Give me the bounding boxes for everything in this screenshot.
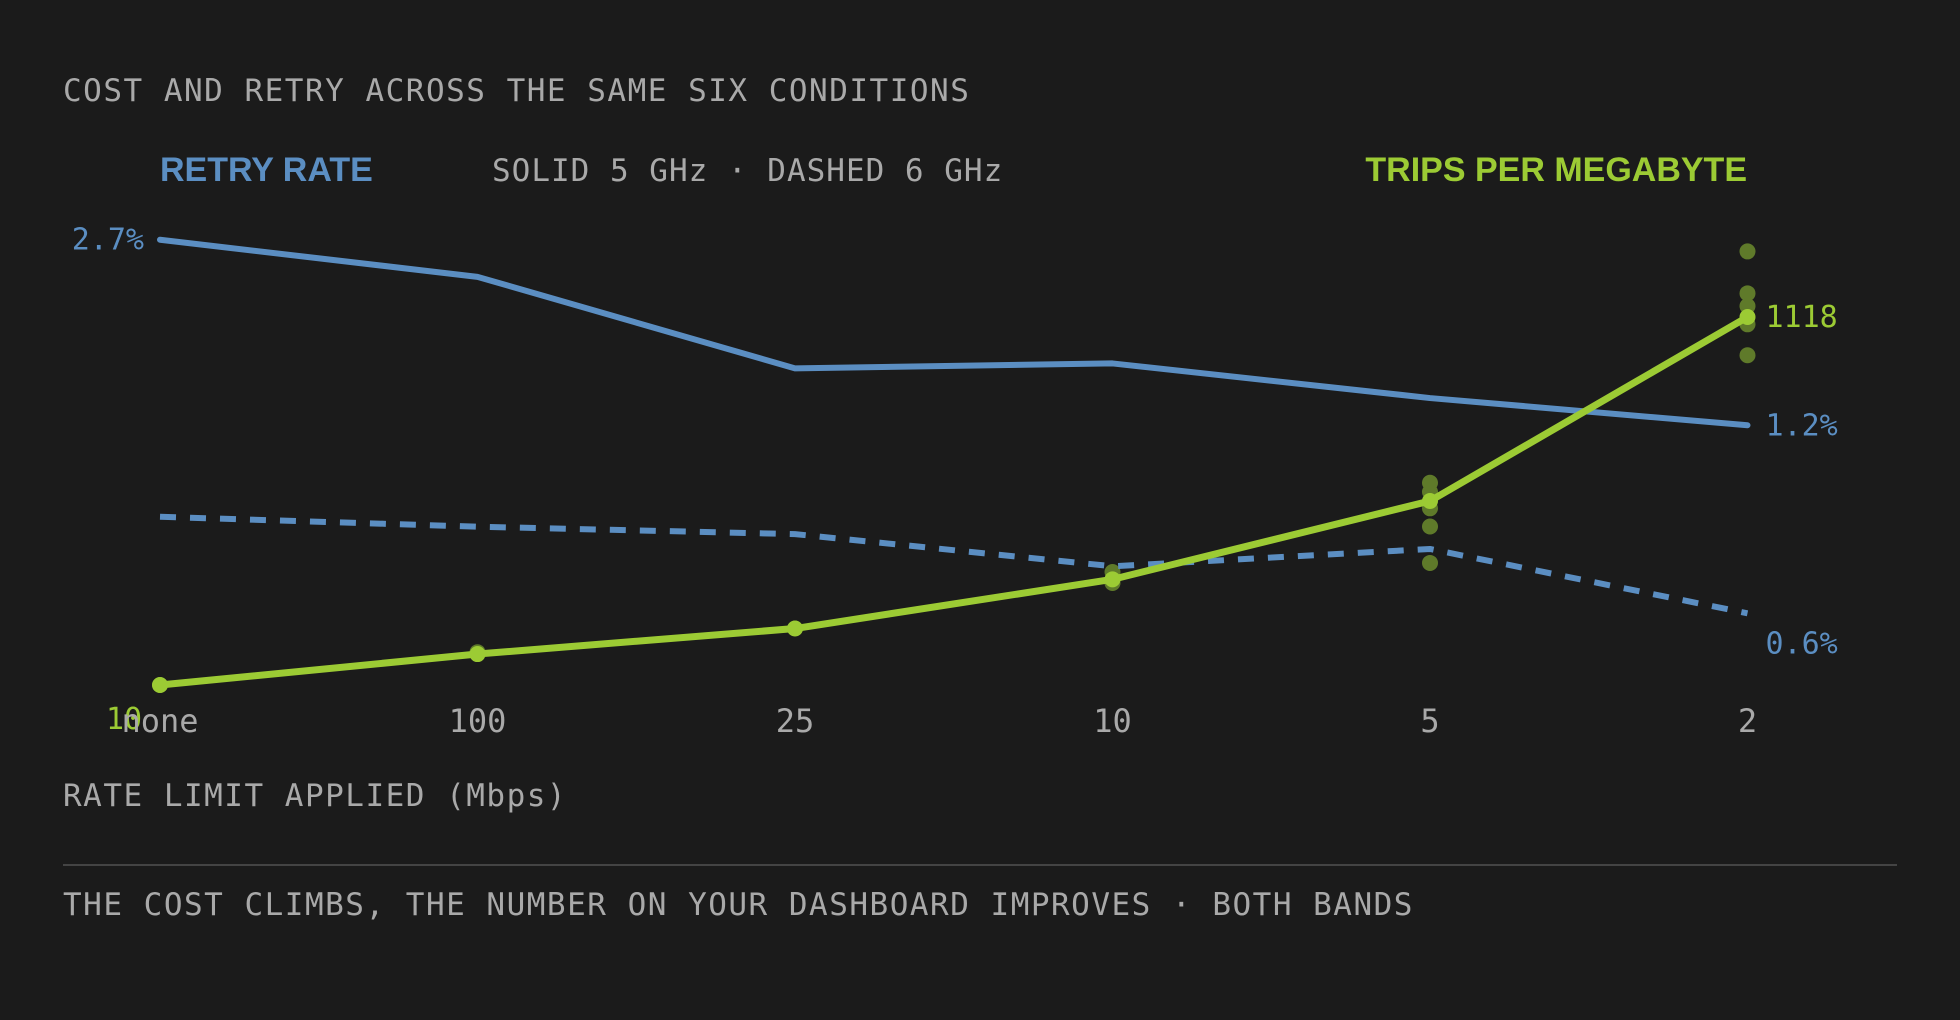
x-axis-label: RATE LIMIT APPLIED (Mbps) (63, 778, 567, 814)
chart-title: COST AND RETRY ACROSS THE SAME SIX CONDI… (63, 73, 970, 109)
trips-sample-point (1739, 298, 1756, 315)
trips-end-label: 1118 (1766, 300, 1838, 335)
x-tick-label: 5 (1420, 702, 1439, 740)
trips-sample-point (1422, 518, 1438, 535)
trips-sample-point (1739, 285, 1756, 302)
trips-point (1104, 571, 1121, 588)
trips-line (156, 313, 1751, 689)
trips-point (152, 677, 168, 693)
trips-point (469, 646, 486, 663)
trips-sample-point (1422, 554, 1438, 571)
x-tick-label: none (121, 702, 198, 740)
legend-retry-rate: RETRY RATE (160, 151, 373, 189)
x-tick-label: 10 (1093, 702, 1132, 740)
legend-style-note: SOLID 5 GHz · DASHED 6 GHz (492, 153, 1003, 189)
retry-5ghz-start-label: 2.7% (72, 223, 144, 258)
plot-area: 2.7% 1.2% 0.6% 10 1118 (72, 223, 1838, 737)
retry-5ghz-end-label: 1.2% (1766, 408, 1838, 443)
x-tick-label: 25 (776, 702, 815, 740)
x-tick-label: 2 (1738, 702, 1757, 740)
x-tick-label: 100 (449, 702, 507, 740)
legend-trips-per-megabyte: TRIPS PER MEGABYTE (1365, 151, 1747, 189)
trips-sample-point (1422, 474, 1438, 491)
retry-rate-5ghz-line (157, 236, 1751, 429)
retry-6ghz-end-label: 0.6% (1766, 626, 1838, 661)
retry-rate-6ghz-line (159, 513, 1749, 617)
trips-sample-point (1739, 243, 1756, 260)
footer-note: THE COST CLIMBS, THE NUMBER ON YOUR DASH… (63, 887, 1414, 923)
trips-point (1739, 309, 1756, 326)
trips-sample-point (1739, 347, 1756, 364)
x-axis-ticks: none 100 25 10 5 2 (121, 702, 1757, 740)
trips-start-label: 10 (106, 702, 142, 737)
trips-point (1422, 493, 1438, 510)
trips-point (787, 620, 803, 637)
